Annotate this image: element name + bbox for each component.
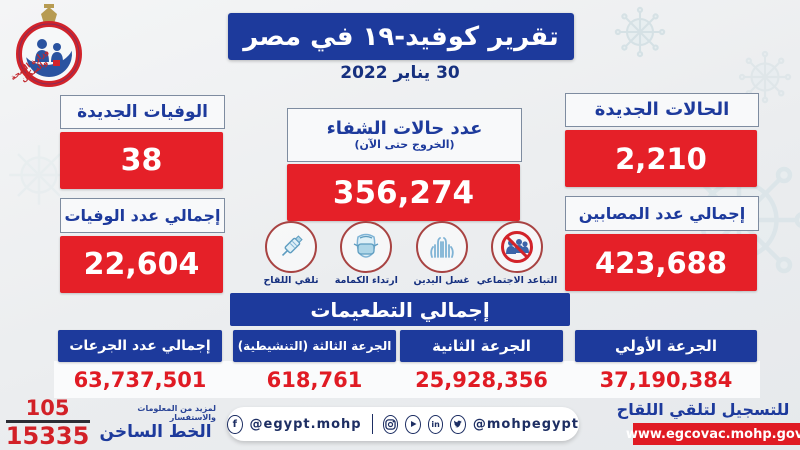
new-cases-label: الحالات الجديدة	[565, 93, 759, 127]
third-dose-label: الجرعة الثالثة (التنشيطية)	[233, 330, 396, 362]
total-doses-value: 63,737,501	[73, 368, 207, 392]
precautions-row: التباعد الاجتماعي غسل اليدين	[256, 221, 557, 295]
vaccinations-header: إجمالي التطعيمات	[230, 293, 570, 326]
second-dose-value: 25,928,356	[415, 368, 548, 392]
hotline-number-short: 105	[25, 396, 70, 421]
hand-washing-icon	[415, 221, 468, 273]
total-cases-label: إجمالي عدد المصابين	[565, 196, 759, 231]
report-title: تقرير كوفيد-١٩ في مصر	[228, 13, 574, 60]
face-mask-icon	[340, 221, 393, 273]
total-deaths-value: 22,604	[60, 236, 223, 293]
hotline-divider	[5, 420, 90, 423]
recoveries-value: 356,274	[287, 164, 520, 221]
registration-caption: للتسجيل لتلقي اللقاح	[616, 400, 790, 419]
report-date: 30 يناير 2022	[340, 63, 460, 83]
first-dose-value: 37,190,384	[599, 368, 733, 392]
twitter-icon	[450, 414, 466, 434]
facebook-icon: f	[227, 414, 243, 434]
hotline-captions: لمزيد من المعلومات والاستفسار الخط الساخ…	[95, 404, 216, 442]
precaution-face-mask: ارتداء الكمامة	[331, 221, 401, 295]
ministry-of-health-logo: وزارة الصحة والسكان	[6, 2, 92, 98]
total-deaths-label: إجمالي عدد الوفيات	[60, 198, 225, 233]
hotline-number-long: 15335	[5, 421, 90, 450]
social-distancing-icon	[491, 221, 543, 273]
precaution-label: تلقي اللقاح	[263, 275, 319, 286]
virus-decoration-icon	[614, 6, 666, 58]
recoveries-label: عدد حالات الشفاء	[326, 118, 483, 140]
social-media-bar: f @egypt.mohp in @mohpegypt	[227, 407, 579, 441]
dose-values-strip	[54, 361, 760, 398]
precaution-label: التباعد الاجتماعي	[476, 275, 558, 286]
recoveries-sublabel: (الخروج حتى الآن)	[354, 137, 455, 151]
facebook-handle: @egypt.mohp	[249, 416, 362, 432]
hotline-block: 105 15335 لمزيد من المعلومات والاستفسار …	[4, 398, 216, 448]
precaution-vaccine: تلقي اللقاح	[256, 221, 326, 295]
new-deaths-value: 38	[60, 132, 223, 189]
hotline-caption-small: لمزيد من المعلومات والاستفسار	[137, 404, 216, 422]
other-social-handle: @mohpegypt	[472, 416, 580, 432]
registration-url: www.egcovac.mohp.gov.	[626, 423, 800, 445]
total-doses-label: إجمالي عدد الجرعات	[58, 330, 222, 362]
precaution-hand-washing: غسل اليدين	[407, 221, 477, 295]
separator	[371, 414, 373, 434]
precaution-label: غسل اليدين	[413, 275, 470, 286]
hotline-numbers: 105 15335	[4, 398, 91, 448]
youtube-icon	[405, 414, 421, 434]
second-dose-label: الجرعة الثانية	[400, 330, 563, 362]
recoveries-label-box: عدد حالات الشفاء (الخروج حتى الآن)	[287, 108, 522, 162]
hotline-caption-big: الخط الساخن	[99, 422, 212, 442]
ministry-logo-icon	[16, 4, 82, 87]
linkedin-icon: in	[427, 414, 444, 434]
total-cases-value: 423,688	[565, 234, 757, 291]
new-cases-value: 2,210	[565, 130, 757, 187]
first-dose-label: الجرعة الأولي	[575, 330, 757, 362]
precaution-social-distancing: التباعد الاجتماعي	[477, 221, 557, 295]
new-deaths-label: الوفيات الجديدة	[60, 95, 225, 129]
vaccine-icon	[265, 221, 318, 273]
instagram-icon	[382, 414, 399, 434]
third-dose-value: 618,761	[266, 368, 363, 392]
precaution-label: ارتداء الكمامة	[334, 275, 398, 286]
